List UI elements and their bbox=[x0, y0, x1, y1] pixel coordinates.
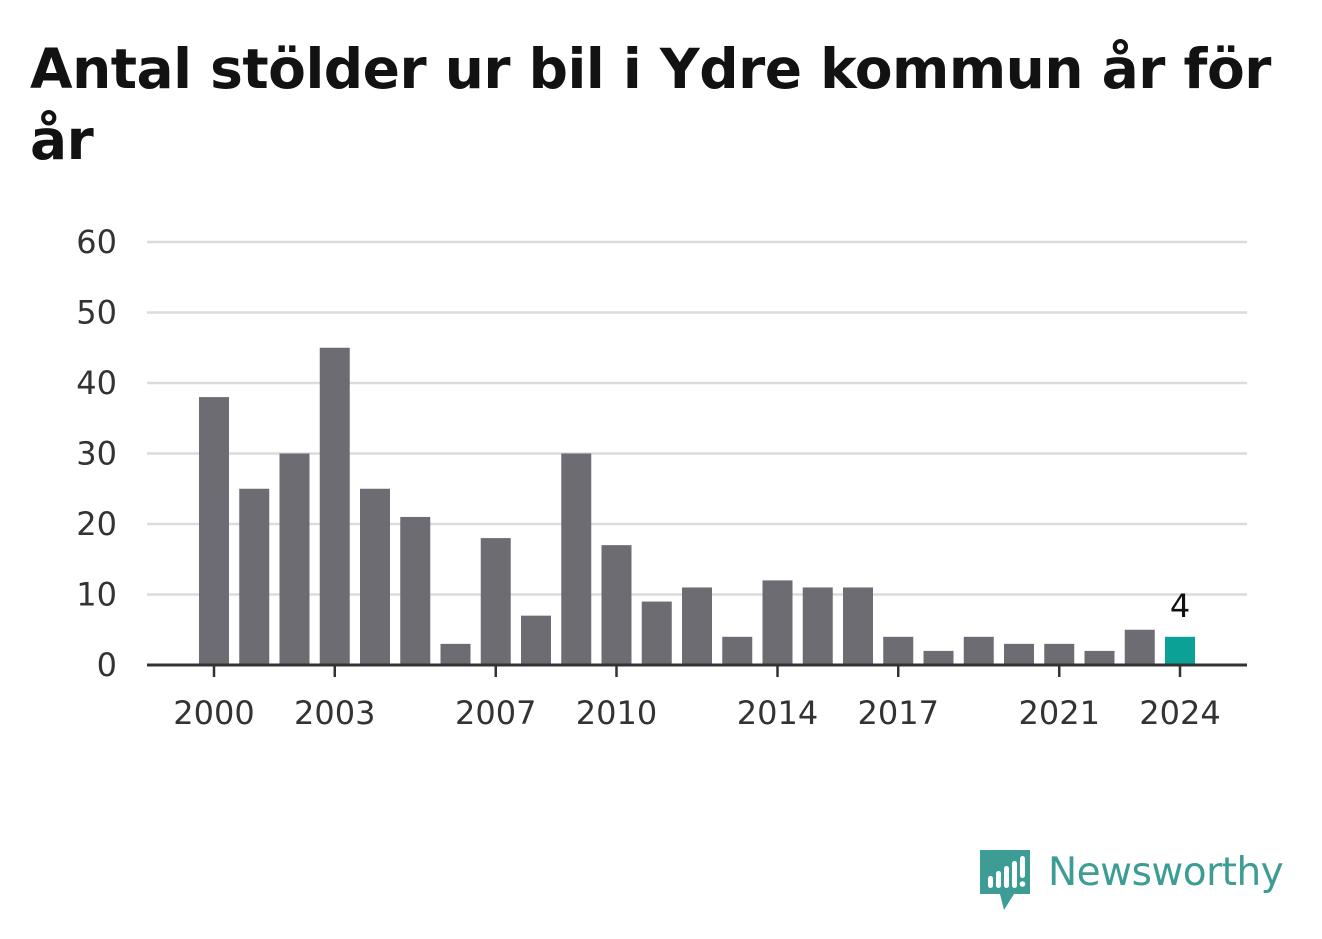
y-axis-tick-labels: 0 10 20 30 40 50 60 bbox=[76, 223, 117, 684]
bar bbox=[1084, 650, 1115, 665]
bar bbox=[279, 453, 310, 665]
bar bbox=[319, 347, 350, 665]
newsworthy-logo-icon bbox=[980, 850, 1030, 910]
x-tick-label: 2003 bbox=[294, 694, 375, 732]
y-tick-label: 50 bbox=[76, 294, 117, 332]
x-tick-label: 2014 bbox=[737, 694, 818, 732]
x-axis-ticks: 2000 2003 2007 2010 2014 2017 2021 2024 bbox=[173, 665, 1221, 732]
bar bbox=[1124, 629, 1155, 665]
bar bbox=[360, 488, 390, 665]
data-label: 4 bbox=[1170, 587, 1190, 625]
bar bbox=[1044, 643, 1075, 665]
bar bbox=[843, 587, 873, 665]
y-tick-label: 40 bbox=[76, 364, 117, 402]
chart-title: Antal stölder ur bil i Ydre kommun år fö… bbox=[30, 37, 1271, 172]
bar bbox=[440, 643, 471, 665]
bar bbox=[1004, 643, 1034, 665]
bar bbox=[601, 545, 632, 665]
bar bbox=[762, 580, 793, 665]
bar bbox=[963, 636, 994, 665]
x-tick-label: 2000 bbox=[173, 694, 254, 732]
bar bbox=[641, 601, 672, 665]
bar bbox=[480, 538, 511, 665]
x-tick-label: 2007 bbox=[455, 694, 536, 732]
x-tick-label: 2021 bbox=[1019, 694, 1100, 732]
bar bbox=[883, 636, 914, 665]
data-labels: 4 bbox=[1170, 587, 1190, 625]
x-tick-label: 2017 bbox=[858, 694, 939, 732]
bar bbox=[561, 453, 592, 665]
bar-highlight bbox=[1165, 636, 1195, 665]
x-tick-label: 2010 bbox=[576, 694, 657, 732]
newsworthy-wordmark: Newsworthy bbox=[1048, 850, 1284, 895]
bar bbox=[521, 615, 551, 665]
bar bbox=[923, 650, 954, 665]
y-tick-label: 60 bbox=[76, 223, 117, 261]
bar bbox=[239, 488, 270, 665]
bar bbox=[199, 397, 229, 665]
x-tick-label: 2024 bbox=[1139, 694, 1220, 732]
y-tick-label: 30 bbox=[76, 435, 117, 473]
y-tick-label: 0 bbox=[97, 646, 117, 684]
bar bbox=[682, 587, 712, 665]
bars bbox=[199, 347, 1195, 665]
bar bbox=[802, 587, 833, 665]
y-tick-label: 20 bbox=[76, 505, 117, 543]
y-tick-label: 10 bbox=[76, 576, 117, 614]
gridlines bbox=[147, 240, 1247, 596]
bar bbox=[722, 636, 753, 665]
bar bbox=[400, 516, 431, 665]
